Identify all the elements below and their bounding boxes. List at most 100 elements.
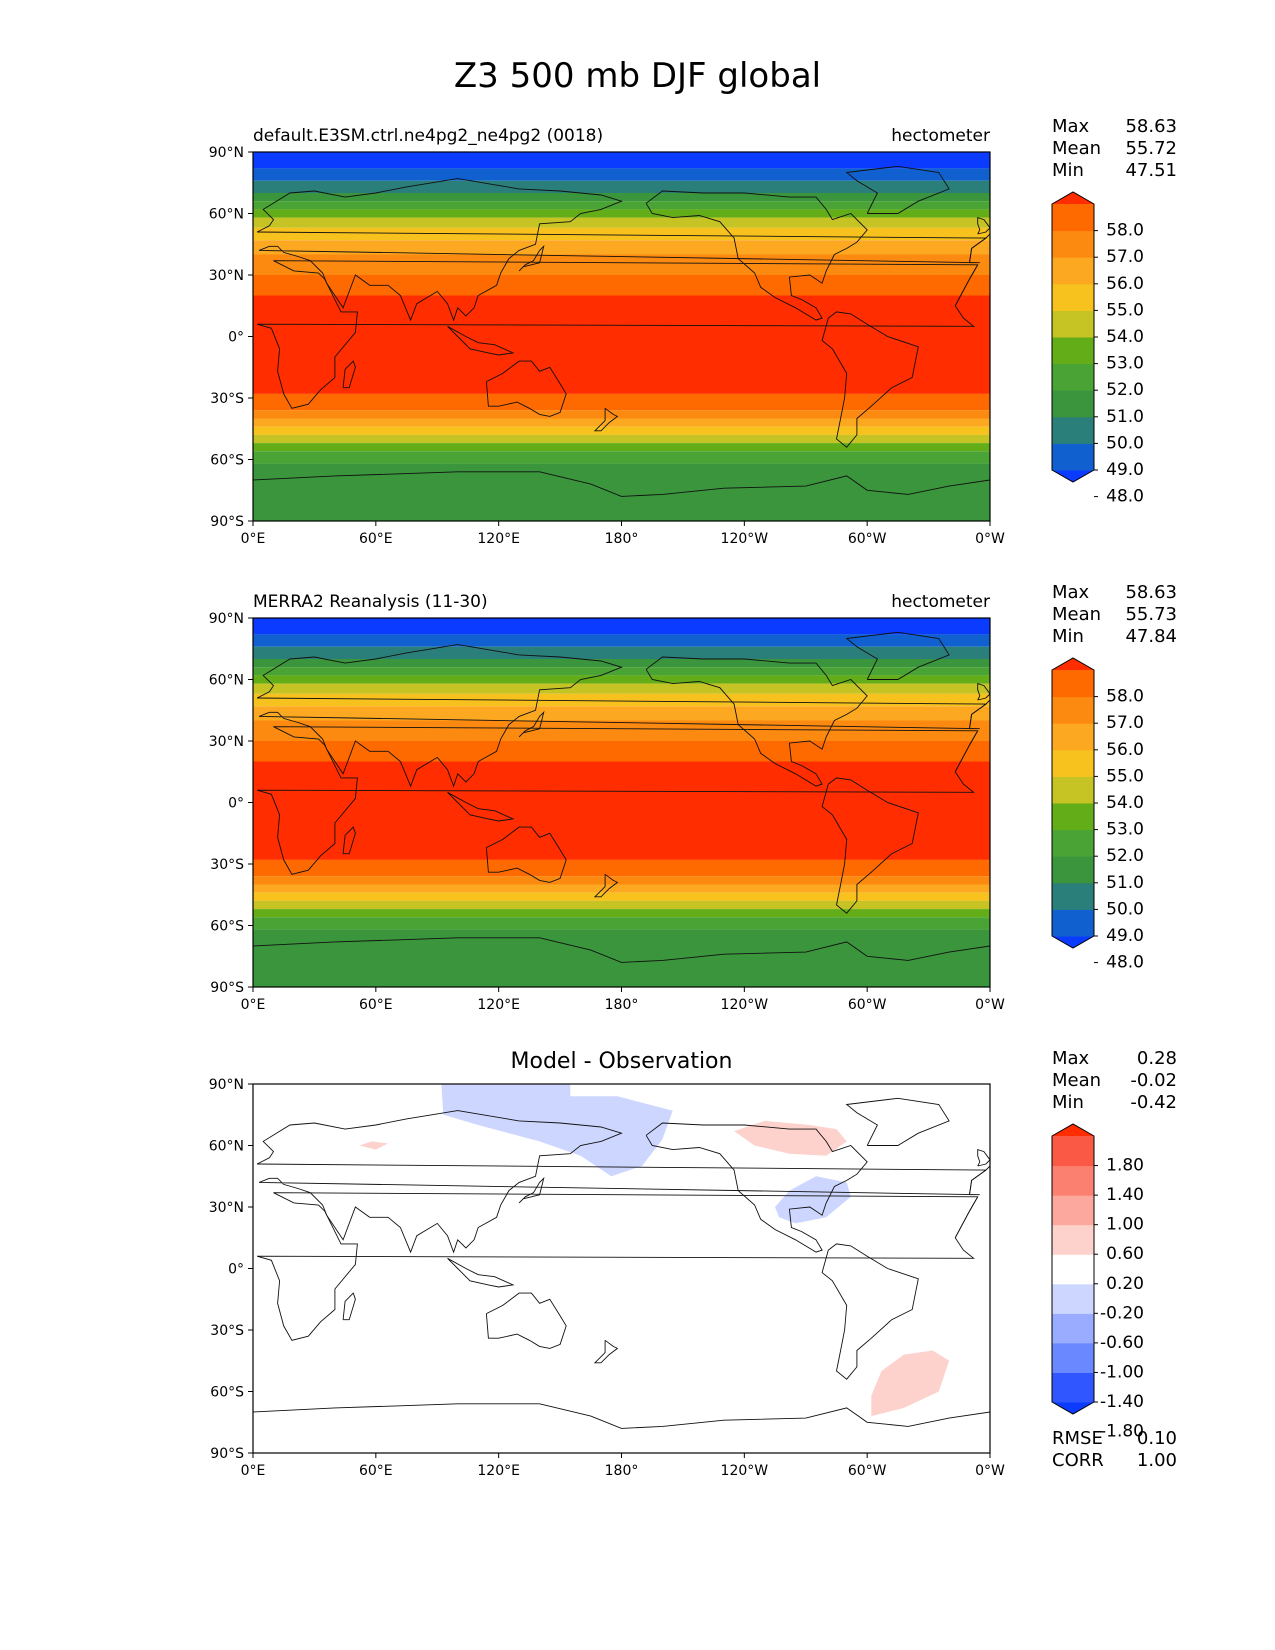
coastline-australia (485, 1292, 567, 1349)
stat-label: Mean (1052, 1070, 1102, 1091)
stat-row: Max 58.63 (1052, 582, 1177, 604)
colorbar-label: 51.0 (1106, 407, 1144, 427)
stat-row: Min 47.84 (1052, 626, 1177, 648)
coastline-australia (485, 360, 567, 417)
stat-row: Min -0.42 (1052, 1092, 1177, 1114)
difference-region (775, 1176, 851, 1224)
colorbar-label: -1.80 (1100, 1422, 1144, 1442)
colorbar-cell (1052, 776, 1094, 804)
contour-band (253, 675, 990, 684)
lat-tick-label: 0° (228, 1262, 244, 1278)
colorbar-cell (1052, 257, 1094, 285)
stat-row: Mean -0.02 (1052, 1070, 1177, 1092)
colorbar-cell (1052, 1165, 1094, 1196)
coastline-africa-west (954, 1196, 979, 1239)
colorbar-cell (1052, 310, 1094, 338)
lon-tick-label: 120°E (477, 531, 520, 547)
lat-tick-label: 30°N (209, 1200, 244, 1216)
coastline-eurasia (256, 178, 988, 322)
stat-value: 47.84 (1125, 626, 1177, 647)
contour-band (253, 646, 990, 659)
colorbar-cell (1052, 1136, 1094, 1167)
lon-tick-label: 60°W (848, 997, 887, 1013)
contour-band (253, 929, 990, 987)
coastline-south-america (821, 777, 919, 914)
coastline-europe-west (969, 233, 990, 263)
stat-value: -0.02 (1130, 1070, 1177, 1091)
colorbar-cell (1052, 443, 1094, 471)
contour-band (253, 720, 990, 741)
colorbar-label: 0.20 (1106, 1274, 1144, 1294)
lon-tick-label: 60°E (359, 1463, 393, 1479)
colorbar: 58.0 57.0 56.0 55.0 54.0 53.0 52.0 51.0 50.0 49.0… (1051, 191, 1144, 507)
stat-label: RMSE (1052, 1428, 1103, 1449)
contour-band (253, 917, 990, 930)
contour-band (253, 693, 990, 707)
lat-tick-label: 30°N (209, 734, 244, 750)
difference-region (359, 1141, 389, 1150)
panel-left-title: default.E3SM.ctrl.ne4pg2_ne4pg2 (0018) (253, 126, 604, 146)
colorbar: 58.0 57.0 56.0 55.0 54.0 53.0 52.0 51.0 50.0 49.0… (1051, 657, 1144, 973)
colorbar-extend-low (1052, 936, 1094, 948)
contour-band (253, 909, 990, 918)
stat-value: 55.72 (1125, 138, 1177, 159)
coastline-japan (518, 244, 545, 272)
lat-tick-label: 30°S (210, 857, 244, 873)
lat-tick-label: 0° (228, 796, 244, 812)
colorbar-label: 55.0 (1106, 300, 1144, 320)
lat-tick-label: 30°S (210, 391, 244, 407)
lat-tick-label: 90°N (209, 1077, 244, 1093)
contour-band (253, 254, 990, 275)
lon-tick-label: 180° (605, 531, 639, 547)
coastline-japan (518, 1176, 545, 1204)
stat-label: Min (1052, 1092, 1084, 1113)
contour-band (253, 426, 990, 435)
lat-tick-label: 60°S (210, 453, 244, 469)
colorbar-label: -0.60 (1100, 1333, 1144, 1353)
lat-tick-label: 60°N (209, 207, 244, 223)
colorbar-cell (1052, 230, 1094, 258)
contour-band (253, 859, 990, 877)
colorbar-label: 52.0 (1106, 380, 1144, 400)
coastline-greenland (845, 165, 950, 214)
contour-band (253, 659, 990, 668)
coastline-antarctica (253, 471, 990, 521)
lon-tick-label: 120°W (721, 1463, 769, 1479)
contour-band (253, 667, 990, 676)
colorbar-label: 48.0 (1106, 487, 1144, 507)
coastline-eurasia (256, 1110, 988, 1254)
colorbar-cell (1052, 909, 1094, 937)
colorbar-label: 58.0 (1106, 221, 1144, 241)
colorbar-label: -1.40 (1100, 1392, 1144, 1412)
colorbar-label: 1.40 (1106, 1185, 1144, 1205)
coastline-japan (518, 710, 545, 738)
coastline-antarctica (253, 1403, 990, 1453)
coastline-north-america (645, 1122, 868, 1253)
lon-tick-label: 0°E (241, 531, 266, 547)
colorbar-extend-low (1052, 470, 1094, 482)
difference-region (871, 1350, 950, 1417)
lat-tick-label: 30°S (210, 1323, 244, 1339)
colorbar-cell (1052, 390, 1094, 418)
map-panel: 90°N 60°N 30°N 0° 30°S 60°S 90°S0°E 60°E 120°E 18… (209, 611, 1005, 1013)
coastline-europe-west (969, 699, 990, 729)
coastline-indonesia (447, 791, 515, 822)
figure-title: Z3 500 mb DJF global (453, 56, 822, 96)
colorbar-cell (1052, 749, 1094, 777)
coastline-south-america (821, 311, 919, 448)
lon-tick-label: 120°W (721, 997, 769, 1013)
stat-value: 47.51 (1125, 160, 1177, 181)
lon-tick-label: 120°E (477, 1463, 520, 1479)
coastline-south-america (821, 1243, 919, 1380)
contour-band (253, 410, 990, 419)
colorbar-label: 49.0 (1106, 460, 1144, 480)
colorbar-label: 1.80 (1106, 1156, 1144, 1176)
contour-band (253, 295, 990, 394)
panel-stats: Max 58.63 Mean 55.72 Min 47.51 (1052, 116, 1177, 182)
colorbar-label: 53.0 (1106, 354, 1144, 374)
coastline-madagascar (342, 360, 356, 389)
coastline-uk (977, 216, 990, 235)
panel-units: hectometer (891, 592, 990, 612)
coastline-north-america (645, 656, 868, 787)
panel-stats: Max 0.28 Mean -0.02 Min -0.42 (1052, 1048, 1177, 1114)
